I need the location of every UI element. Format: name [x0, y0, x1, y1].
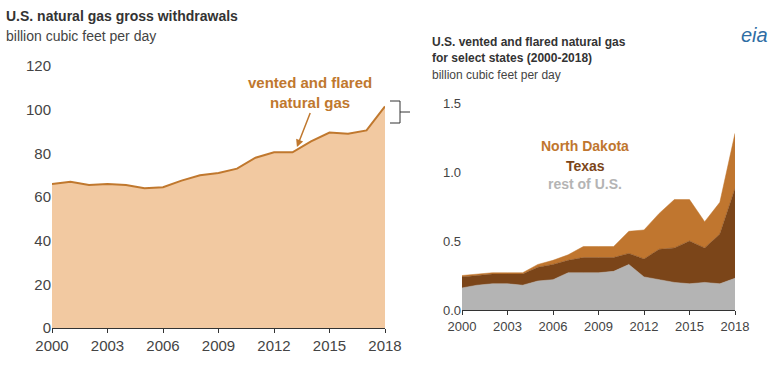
svg-text:vented and flarednatural gas: vented and flarednatural gas	[248, 74, 372, 111]
svg-text:2009: 2009	[202, 337, 235, 354]
svg-text:2006: 2006	[146, 337, 179, 354]
svg-text:2012: 2012	[630, 319, 659, 334]
svg-text:North Dakota: North Dakota	[541, 138, 629, 154]
svg-text:rest of U.S.: rest of U.S.	[548, 176, 622, 192]
svg-text:Texas: Texas	[566, 158, 605, 174]
svg-text:billion cubic feet per day: billion cubic feet per day	[6, 28, 156, 44]
svg-text:2000: 2000	[448, 319, 477, 334]
svg-text:2015: 2015	[313, 337, 346, 354]
svg-text:2012: 2012	[257, 337, 290, 354]
svg-text:0: 0	[43, 319, 51, 336]
svg-text:40: 40	[34, 232, 51, 249]
svg-text:2000: 2000	[35, 337, 68, 354]
svg-text:2018: 2018	[368, 337, 401, 354]
svg-text:billion cubic feet per day: billion cubic feet per day	[432, 68, 561, 82]
svg-text:20: 20	[34, 276, 51, 293]
svg-text:U.S. natural gas gross withdra: U.S. natural gas gross withdrawals	[6, 8, 238, 24]
svg-text:80: 80	[34, 145, 51, 162]
svg-text:0.5: 0.5	[443, 234, 461, 249]
svg-text:2006: 2006	[539, 319, 568, 334]
svg-text:eia: eia	[741, 24, 768, 46]
svg-text:1.0: 1.0	[443, 165, 461, 180]
svg-text:100: 100	[26, 101, 51, 118]
svg-text:2009: 2009	[584, 319, 613, 334]
svg-text:2015: 2015	[675, 319, 704, 334]
svg-text:60: 60	[34, 188, 51, 205]
svg-text:1.5: 1.5	[443, 96, 461, 111]
svg-text:0.0: 0.0	[443, 303, 461, 318]
svg-text:2003: 2003	[493, 319, 522, 334]
svg-text:U.S. vented and flared natural: U.S. vented and flared natural gasfor se…	[432, 35, 626, 65]
svg-text:2003: 2003	[91, 337, 124, 354]
svg-text:2018: 2018	[721, 319, 750, 334]
svg-text:120: 120	[26, 57, 51, 74]
